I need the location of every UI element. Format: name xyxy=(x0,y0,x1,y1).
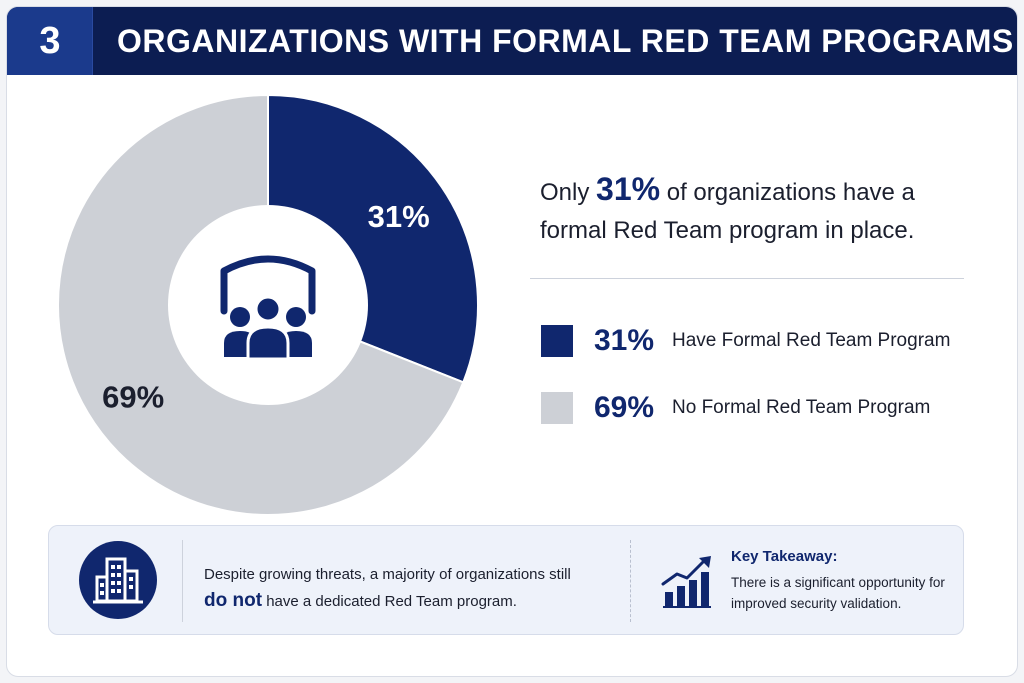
shield-people-icon xyxy=(220,255,316,361)
donut-chart: 31% 69% xyxy=(58,95,478,515)
legend-item-no: 69% No Formal Red Team Program xyxy=(541,390,981,426)
legend-value-no: 69% xyxy=(594,391,655,424)
headline-suffix: of organizations have a formal Red Team … xyxy=(540,179,915,244)
takeaway-title: Key Takeaway: xyxy=(731,548,838,565)
legend-swatch-have xyxy=(541,325,573,357)
donut-labels: 31% 69% xyxy=(102,199,430,414)
divider xyxy=(530,278,964,279)
insight-emphasis: do not xyxy=(204,590,263,611)
growth-chart-icon xyxy=(661,556,711,608)
legend-value-have: 31% xyxy=(594,324,655,357)
insight-line2: have a dedicated Red Team program. xyxy=(262,593,517,610)
headline: Only 31% of organizations have a formal … xyxy=(540,170,980,250)
insight-text: Despite growing threats, a majority of o… xyxy=(204,562,624,615)
headline-highlight: 31% xyxy=(596,171,661,207)
legend-swatch-no xyxy=(541,392,573,424)
legend-item-have: 31% Have Formal Red Team Program xyxy=(541,323,981,359)
slice-have-label: 31% xyxy=(368,199,430,234)
headline-prefix: Only xyxy=(540,179,597,206)
section-number-box xyxy=(7,7,93,75)
takeaway-text: There is a significant opportunity for i… xyxy=(731,575,945,611)
slice-no-label: 69% xyxy=(102,380,164,415)
page-title: ORGANIZATIONS WITH FORMAL RED TEAM PROGR… xyxy=(117,23,1014,59)
legend-label-have: Have Formal Red Team Program xyxy=(672,330,951,351)
section-number: 3 xyxy=(39,20,61,62)
insight-panel: Despite growing threats, a majority of o… xyxy=(48,525,964,635)
insight-line1: Despite growing threats, a majority of o… xyxy=(204,566,571,583)
legend-label-no: No Formal Red Team Program xyxy=(672,397,931,418)
header-bar: 3 ORGANIZATIONS WITH FORMAL RED TEAM PRO… xyxy=(7,7,1017,75)
building-icon xyxy=(79,541,157,619)
panel-dashed-separator xyxy=(630,540,631,622)
panel-separator xyxy=(182,540,183,622)
